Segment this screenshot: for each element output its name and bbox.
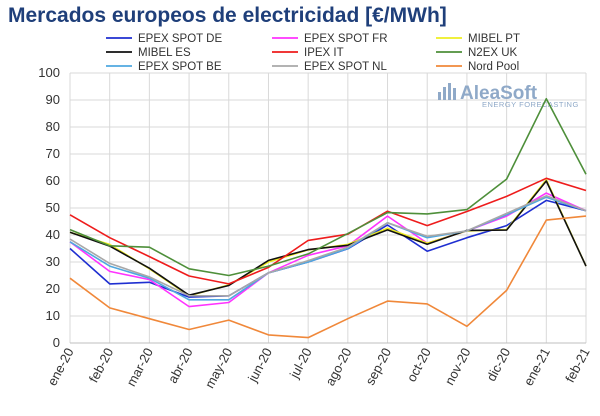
grid-lines xyxy=(69,72,587,344)
y-tick-label: 100 xyxy=(38,65,60,80)
x-axis-ticks: ene-20 feb-20 mar-20 abr-20 may-20 jun-20 jul-… xyxy=(44,345,592,390)
legend-item: EPEX SPOT NL xyxy=(272,61,387,73)
legend-label: IPEX IT xyxy=(304,47,344,59)
legend-label: EPEX SPOT NL xyxy=(304,61,387,73)
logo-bars-icon xyxy=(438,83,456,100)
y-tick-label: 80 xyxy=(46,119,60,134)
x-tick-label: ene-21 xyxy=(521,345,553,388)
y-tick-label: 10 xyxy=(46,308,60,323)
legend-item: EPEX SPOT FR xyxy=(272,33,388,45)
legend: EPEX SPOT DE EPEX SPOT FR MIBEL PT MIBEL ES… xyxy=(106,33,520,73)
legend-label: EPEX SPOT DE xyxy=(138,33,222,45)
x-tick-label: jun-20 xyxy=(244,345,275,385)
y-tick-label: 20 xyxy=(46,281,60,296)
legend-label: MIBEL ES xyxy=(138,47,191,59)
x-tick-label: dic-20 xyxy=(483,345,513,383)
aleasoft-logo: AleaSoft ENERGY FORECASTING xyxy=(438,83,579,109)
logo-name: AleaSoft xyxy=(460,83,538,104)
legend-item: EPEX SPOT BE xyxy=(106,61,222,73)
x-tick-label: oct-20 xyxy=(404,345,434,384)
x-tick-label: feb-21 xyxy=(562,345,593,385)
page-title: Mercados europeos de electricidad [€/MWh… xyxy=(8,4,447,27)
y-tick-label: 70 xyxy=(46,146,60,161)
y-tick-label: 30 xyxy=(46,254,60,269)
x-tick-label: feb-20 xyxy=(86,345,117,385)
legend-item: EPEX SPOT DE xyxy=(106,33,222,45)
legend-label: Nord Pool xyxy=(468,61,519,73)
series-line-mibel-es xyxy=(69,180,587,297)
series-line-epex-spot-fr xyxy=(69,192,587,308)
series-line-nord-pool xyxy=(69,215,587,339)
series-line-epex-spot-nl xyxy=(69,195,587,297)
logo-tagline: ENERGY FORECASTING xyxy=(482,100,579,109)
series-lines xyxy=(69,97,587,339)
legend-item: N2EX UK xyxy=(436,47,518,59)
y-tick-label: 50 xyxy=(46,200,60,215)
legend-item: Nord Pool xyxy=(436,61,519,73)
x-tick-label: nov-20 xyxy=(442,345,474,387)
legend-label: MIBEL PT xyxy=(468,33,520,45)
y-tick-label: 40 xyxy=(46,227,60,242)
x-tick-label: may-20 xyxy=(202,345,236,390)
x-tick-label: mar-20 xyxy=(123,345,156,388)
legend-item: IPEX IT xyxy=(272,47,344,59)
y-tick-label: 0 xyxy=(53,335,60,350)
series-line-epex-spot-be xyxy=(69,196,587,301)
series-line-ipex-it xyxy=(69,177,587,285)
legend-label: N2EX UK xyxy=(468,47,518,59)
legend-label: EPEX SPOT BE xyxy=(138,61,222,73)
legend-item: MIBEL PT xyxy=(436,33,520,45)
y-tick-label: 60 xyxy=(46,173,60,188)
y-axis-ticks: 0 10 20 30 40 50 60 70 80 90 100 xyxy=(38,65,60,350)
x-tick-label: jul-20 xyxy=(286,345,315,381)
legend-label: EPEX SPOT FR xyxy=(304,33,388,45)
legend-item: MIBEL ES xyxy=(106,47,191,59)
x-tick-label: ene-20 xyxy=(44,345,76,388)
series-line-n2ex-uk xyxy=(69,97,587,277)
y-tick-label: 90 xyxy=(46,92,60,107)
x-tick-label: sep-20 xyxy=(362,345,394,387)
x-tick-label: ago-20 xyxy=(322,345,354,388)
x-tick-label: abr-20 xyxy=(165,345,196,385)
